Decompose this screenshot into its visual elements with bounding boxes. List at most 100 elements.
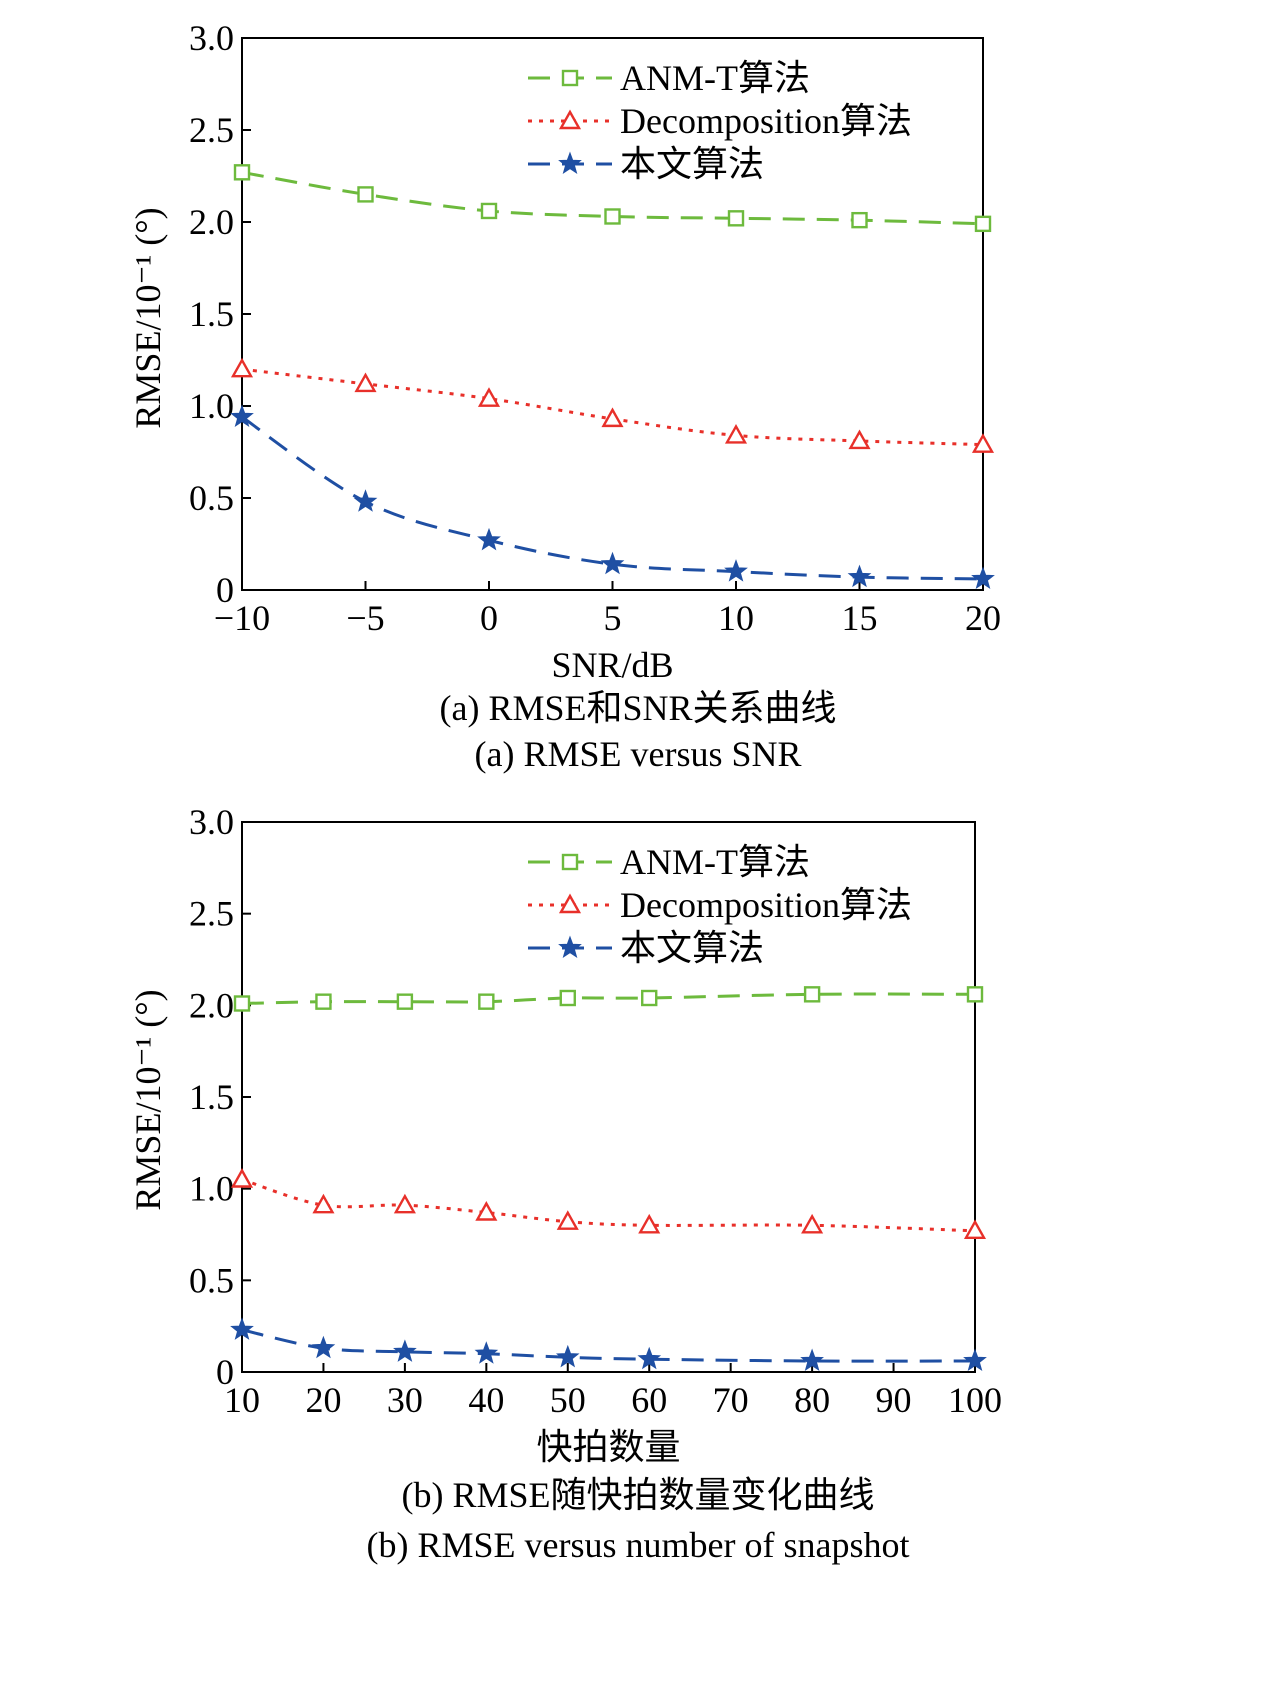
x-tick-label: 0 bbox=[480, 598, 498, 638]
series-0-point-6 bbox=[974, 215, 992, 233]
x-tick-label: 50 bbox=[550, 1380, 586, 1420]
series-0 bbox=[233, 986, 984, 1012]
x-tick-label: 30 bbox=[387, 1380, 423, 1420]
y-axis-title: RMSE/10⁻¹ (°) bbox=[128, 989, 168, 1210]
caption-en-b: (b) RMSE versus number of snapshot bbox=[366, 1525, 910, 1565]
x-tick-label: 15 bbox=[842, 598, 878, 638]
series-2-point-0 bbox=[230, 1317, 254, 1340]
series-1-point-7 bbox=[963, 1219, 987, 1240]
series-2-point-3 bbox=[600, 551, 625, 575]
series-1-line bbox=[241, 367, 984, 447]
series-1-point-5 bbox=[638, 1213, 661, 1234]
rmse-vs-snr-chart: 0 0.5 1.0 1.5 2.0 2.5 3.0 −10 −5 0 5 10 15 20 SNR/dB RM… bbox=[128, 18, 1001, 685]
series-1-point-1 bbox=[312, 1193, 335, 1214]
legend-marker-2 bbox=[558, 151, 582, 175]
series-1-point-1 bbox=[354, 372, 377, 393]
x-axis-title: SNR/dB bbox=[551, 645, 673, 685]
legend-label-1: Decomposition算法 bbox=[620, 101, 912, 141]
series-1 bbox=[230, 1168, 987, 1240]
series-2-point-1 bbox=[311, 1335, 336, 1359]
series-0-line bbox=[241, 992, 976, 1005]
series-1-point-6 bbox=[971, 433, 995, 453]
series-1-point-3 bbox=[601, 407, 624, 428]
series-2-point-5 bbox=[847, 564, 872, 588]
x-tick-label: 40 bbox=[468, 1380, 504, 1420]
series-0 bbox=[233, 164, 992, 233]
y-tick-label: 1.0 bbox=[189, 386, 234, 426]
series-1-point-4 bbox=[556, 1210, 579, 1230]
y-tick-label: 0 bbox=[216, 570, 234, 610]
x-tick-label: 90 bbox=[876, 1380, 912, 1420]
series-2-point-4 bbox=[555, 1344, 580, 1368]
x-tick-label: 100 bbox=[948, 1380, 1002, 1420]
legend-marker-1 bbox=[558, 109, 582, 130]
y-tick-label: 2.5 bbox=[189, 894, 234, 934]
series-2-point-6 bbox=[971, 566, 995, 590]
series-1-point-2 bbox=[393, 1193, 416, 1214]
legend-label-2: 本文算法 bbox=[620, 144, 764, 184]
series-2 bbox=[230, 1317, 987, 1372]
x-tick-label: 10 bbox=[224, 1380, 260, 1420]
y-tick-label: 1.0 bbox=[189, 1169, 234, 1209]
x-tick-label: −10 bbox=[214, 598, 270, 638]
series-1-point-4 bbox=[724, 423, 748, 444]
series-0-point-0 bbox=[233, 995, 251, 1012]
legend-marker-1 bbox=[558, 893, 582, 914]
legend-marker-2 bbox=[558, 935, 582, 959]
x-tick-label: 20 bbox=[965, 598, 1001, 638]
series-2-point-5 bbox=[637, 1346, 662, 1370]
series-1-point-0 bbox=[230, 357, 254, 378]
x-tick-label: 20 bbox=[305, 1380, 341, 1420]
series-0-point-0 bbox=[233, 164, 251, 181]
y-tick-label: 2.5 bbox=[189, 110, 234, 150]
series-0-point-1 bbox=[357, 186, 374, 203]
y-tick-label: 1.5 bbox=[189, 1077, 234, 1117]
series-1-point-5 bbox=[848, 429, 871, 450]
caption-cn-a: (a) RMSE和SNR关系曲线 bbox=[439, 688, 837, 728]
series-0-point-3 bbox=[478, 993, 495, 1010]
series-2-point-1 bbox=[353, 489, 378, 512]
series-2-point-3 bbox=[474, 1341, 499, 1364]
rmse-vs-snapshot-chart: 0 0.5 1.0 1.5 2.0 2.5 3.0 10 20 30 40 50 60 70 80 90 100… bbox=[128, 802, 1002, 1467]
series-1-point-0 bbox=[230, 1168, 254, 1188]
series-1-line bbox=[241, 1178, 976, 1233]
y-axis-title: RMSE/10⁻¹ (°) bbox=[128, 207, 168, 428]
y-tick-label: 0.5 bbox=[189, 1260, 234, 1300]
y-tick-label: 0.5 bbox=[189, 478, 234, 518]
x-tick-label: 80 bbox=[794, 1380, 830, 1420]
series-2-line bbox=[241, 1328, 976, 1363]
series-2-point-2 bbox=[477, 527, 501, 551]
series-0-point-6 bbox=[803, 986, 821, 1003]
legend-label-2: 本文算法 bbox=[620, 928, 764, 968]
series-2-point-6 bbox=[800, 1348, 824, 1372]
x-tick-label: 10 bbox=[718, 598, 754, 638]
x-tick-label: 70 bbox=[713, 1380, 749, 1420]
series-0-point-1 bbox=[315, 993, 332, 1010]
y-tick-label: 2.0 bbox=[189, 985, 234, 1025]
legend-label-1: Decomposition算法 bbox=[620, 885, 912, 925]
x-tick-label: −5 bbox=[346, 598, 384, 638]
legend-marker-0 bbox=[561, 69, 579, 87]
y-tick-label: 3.0 bbox=[189, 18, 234, 58]
legend-marker-0 bbox=[561, 853, 579, 871]
series-2-point-2 bbox=[393, 1339, 417, 1362]
caption-en-a: (a) RMSE versus SNR bbox=[474, 734, 802, 774]
series-0-point-5 bbox=[851, 211, 868, 229]
series-1-point-2 bbox=[477, 387, 501, 407]
series-0-point-5 bbox=[641, 989, 658, 1007]
chart-panel-b: 0 0.5 1.0 1.5 2.0 2.5 3.0 10 20 30 40 50 60 70 80 90 100… bbox=[0, 802, 1276, 1696]
series-2-point-0 bbox=[230, 404, 254, 428]
y-tick-label: 0 bbox=[216, 1352, 234, 1392]
series-2-point-7 bbox=[963, 1348, 987, 1372]
x-tick-label: 5 bbox=[604, 598, 622, 638]
y-tick-label: 2.0 bbox=[189, 202, 234, 242]
series-0-point-4 bbox=[727, 210, 745, 227]
series-1-point-3 bbox=[475, 1201, 498, 1221]
y-tick-label: 3.0 bbox=[189, 802, 234, 842]
legend-label-0: ANM-T算法 bbox=[620, 842, 810, 882]
series-1 bbox=[230, 357, 995, 453]
chart-panel-a: 0 0.5 1.0 1.5 2.0 2.5 3.0 −10 −5 0 5 10 15 20 SNR/dB RM… bbox=[0, 0, 1276, 840]
series-0-point-3 bbox=[604, 208, 621, 225]
series-0-point-7 bbox=[966, 986, 984, 1003]
series-2-point-4 bbox=[724, 559, 748, 582]
